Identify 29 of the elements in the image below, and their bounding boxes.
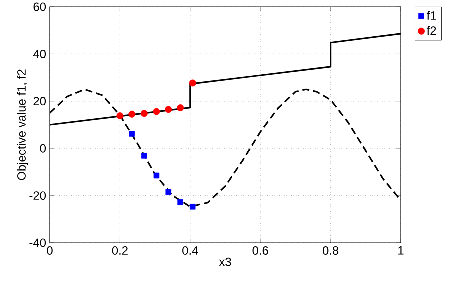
x-tick-label: 0.8 <box>322 246 339 255</box>
x-tick-label: 1 <box>398 246 404 255</box>
legend-label: f2 <box>426 26 436 35</box>
point <box>153 108 160 116</box>
point <box>129 131 136 137</box>
point <box>142 153 148 159</box>
y-tick-label: 40 <box>33 50 46 58</box>
point <box>177 104 184 112</box>
y-tick-label: 0 <box>40 144 46 153</box>
point <box>165 106 172 114</box>
point <box>116 112 124 120</box>
y-axis-title: Objective value f1, f2 <box>17 70 28 180</box>
y-tick-label: 20 <box>34 97 46 106</box>
x-tick-label: 0.2 <box>112 246 128 255</box>
point <box>190 204 196 210</box>
point <box>166 189 172 196</box>
point <box>154 172 160 179</box>
point <box>128 110 136 118</box>
point <box>140 110 148 118</box>
point <box>189 80 196 87</box>
x-tick-label: 0 <box>47 246 53 255</box>
point <box>178 200 184 206</box>
legend-label: f1 <box>426 11 436 20</box>
x-tick-label: 0.6 <box>252 246 268 255</box>
y-tick-label: 60 <box>34 2 46 12</box>
x-tick-label: 0.4 <box>182 246 198 255</box>
y-tick-label: -20 <box>30 192 46 200</box>
y-tick-label: -40 <box>30 238 46 248</box>
x-axis-title: x3 <box>219 258 232 266</box>
